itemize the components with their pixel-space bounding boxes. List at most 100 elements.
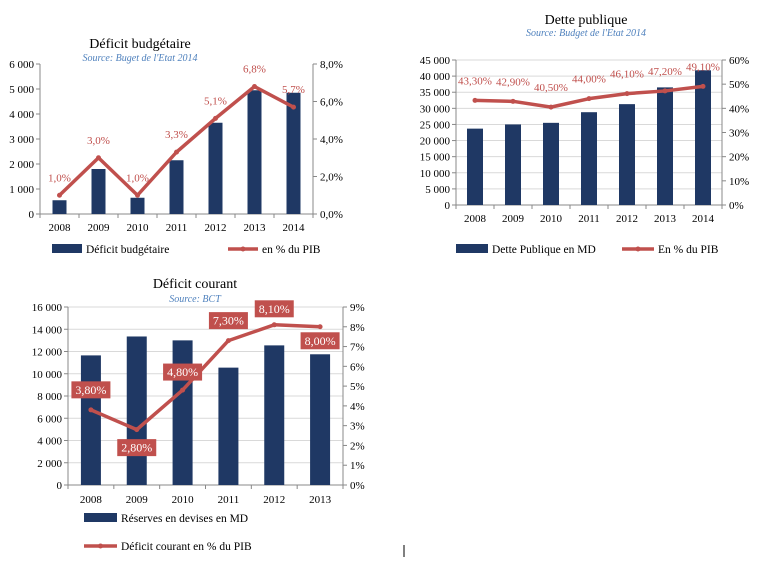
legend-label: Déficit budgétaire [86, 244, 169, 256]
y2-tick-label: 60% [729, 55, 749, 67]
data-label: 42,90% [496, 76, 530, 88]
x-tick-label: 2011 [166, 222, 188, 234]
y-tick-label: 0 [29, 209, 35, 221]
y2-tick-label: 50% [729, 79, 749, 91]
data-label: 8,10% [259, 302, 290, 316]
data-label: 4,80% [167, 365, 198, 379]
x-tick-label: 2009 [126, 494, 149, 506]
series-line [90, 323, 321, 432]
y2-tick-label: 4,0% [320, 134, 343, 146]
legend-swatch-bar [84, 513, 117, 522]
line-point [510, 98, 516, 104]
chart-deficit-budgetaire: Déficit budgétaire Source: Buget de l'Et… [9, 37, 343, 256]
x-tick-label: 2012 [205, 222, 227, 234]
x-tick-label: 2011 [218, 494, 240, 506]
x-tick-label: 2009 [88, 222, 111, 234]
bar [657, 87, 673, 205]
data-label: 5,1% [204, 95, 227, 107]
legend-label: Déficit courant en % du PIB [121, 541, 252, 553]
line-point [135, 192, 140, 198]
data-label: 46,10% [610, 69, 644, 81]
x-tick-label: 2008 [464, 213, 487, 225]
chart-source: Source: Budget de l'Etat 2014 [526, 28, 646, 39]
y2-tick-label: 6% [350, 361, 365, 373]
bar [80, 355, 101, 485]
data-label: 5,7% [282, 84, 305, 96]
legend-swatch-bar [456, 244, 488, 253]
y-tick-label: 35 000 [420, 87, 451, 99]
data-label: 2,80% [121, 441, 152, 455]
line-point [624, 91, 630, 97]
line-point [700, 83, 706, 89]
data-label: 7,30% [213, 314, 244, 328]
y2-tick-label: 8,0% [320, 59, 343, 71]
line-point [88, 407, 94, 413]
data-label: 49,10% [686, 61, 720, 73]
y-tick-label: 2 000 [37, 458, 62, 470]
line-point [96, 155, 101, 161]
y-tick-label: 5 000 [425, 184, 450, 196]
line-point [291, 104, 296, 110]
data-label-box [71, 381, 111, 399]
y-tick-label: 2 000 [9, 159, 34, 171]
y-tick-label: 0 [445, 200, 451, 212]
y-tick-label: 5 000 [9, 84, 34, 96]
data-label-box [163, 363, 203, 381]
line-point [225, 338, 231, 344]
x-tick-label: 2008 [80, 494, 103, 506]
bar [310, 354, 331, 485]
legend-label: Réserves en devises en MD [121, 513, 248, 525]
data-label-box [117, 439, 157, 457]
y2-tick-label: 20% [729, 152, 749, 164]
bar [91, 169, 106, 214]
x-tick-label: 2009 [502, 213, 525, 225]
data-label-box [208, 312, 248, 330]
y2-tick-label: 6,0% [320, 97, 343, 109]
line-point [548, 104, 554, 110]
data-label: 43,30% [458, 75, 492, 87]
y2-tick-label: 2,0% [320, 172, 343, 184]
data-label: 3,0% [87, 135, 110, 147]
bar [130, 197, 145, 214]
line-point [586, 96, 592, 102]
y2-tick-label: 2% [350, 440, 365, 452]
line-point [252, 84, 257, 89]
bar [505, 124, 521, 205]
line-point [317, 324, 323, 330]
legend-swatch-point [635, 246, 641, 252]
y-tick-label: 12 000 [32, 347, 63, 359]
line-point [472, 97, 478, 103]
bar [169, 160, 184, 214]
data-label: 44,00% [572, 74, 606, 86]
y-tick-label: 6 000 [37, 413, 62, 425]
data-label: 3,80% [75, 383, 106, 397]
y-tick-label: 3 000 [9, 134, 34, 146]
legend-swatch-point [240, 246, 246, 252]
bar [467, 128, 483, 205]
legend-label: En % du PIB [658, 244, 719, 256]
x-tick-label: 2010 [540, 213, 563, 225]
line-point [180, 387, 186, 393]
y-tick-label: 16 000 [32, 302, 63, 314]
y2-tick-label: 9% [350, 302, 365, 314]
data-label: 3,3% [165, 129, 188, 141]
data-label-box [300, 332, 340, 350]
y-tick-label: 40 000 [420, 71, 451, 83]
x-tick-label: 2008 [49, 222, 72, 234]
bar [52, 200, 67, 214]
x-tick-label: 2013 [654, 213, 677, 225]
y-tick-label: 30 000 [420, 103, 451, 115]
y-tick-label: 1 000 [9, 184, 34, 196]
y2-tick-label: 5% [350, 381, 365, 393]
x-tick-label: 2013 [244, 222, 267, 234]
x-tick-label: 2012 [263, 494, 285, 506]
line-point [213, 115, 218, 121]
line-point [662, 88, 668, 94]
y-tick-label: 6 000 [9, 59, 34, 71]
line-point [174, 149, 179, 155]
y-tick-label: 4 000 [37, 436, 62, 448]
x-tick-label: 2012 [616, 213, 638, 225]
data-label: 1,0% [48, 172, 71, 184]
y-tick-label: 14 000 [32, 324, 63, 336]
y2-tick-label: 1% [350, 460, 365, 472]
